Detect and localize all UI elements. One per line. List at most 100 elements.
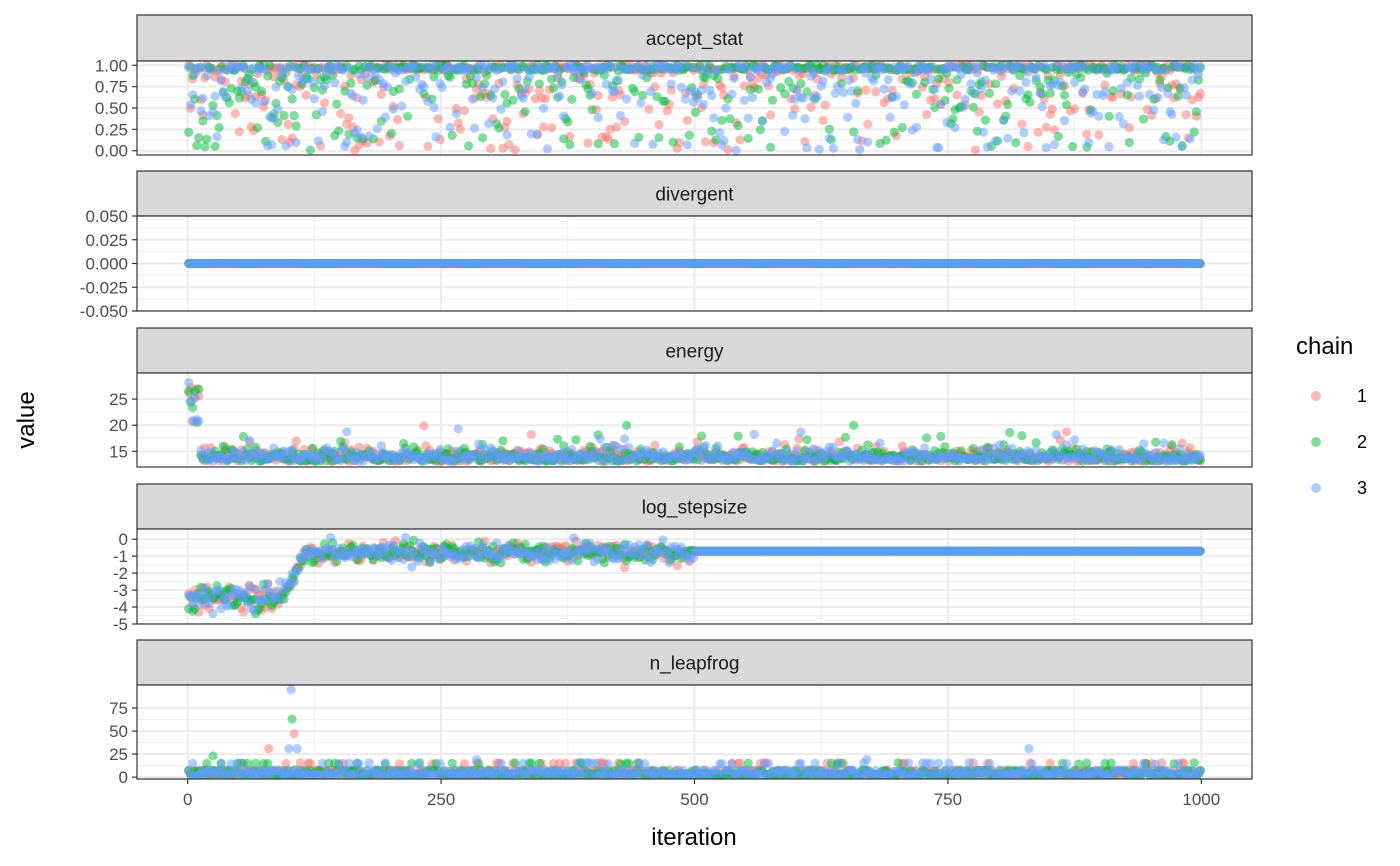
- data-point: [984, 88, 995, 98]
- data-point: [930, 84, 940, 94]
- data-point: [419, 421, 429, 431]
- data-point: [299, 75, 309, 85]
- data-point: [208, 107, 218, 117]
- data-point: [978, 127, 989, 137]
- data-point: [242, 86, 253, 96]
- data-point: [883, 75, 893, 85]
- data-point: [202, 70, 212, 81]
- data-point: [392, 114, 403, 125]
- data-point: [697, 85, 707, 95]
- data-point: [772, 438, 782, 448]
- data-point: [271, 82, 281, 92]
- data-point: [1124, 137, 1134, 148]
- data-point: [733, 120, 743, 131]
- data-point: [928, 62, 938, 72]
- data-point: [638, 90, 648, 100]
- data-point: [305, 145, 315, 155]
- y-tick-label: 20: [109, 416, 128, 435]
- data-point: [812, 92, 822, 102]
- data-point: [1055, 77, 1065, 87]
- data-point: [650, 440, 660, 450]
- facet-panels: accept_stat0.000.250.500.751.00divergent…: [80, 14, 1253, 787]
- data-point: [1084, 138, 1094, 148]
- data-point: [899, 100, 909, 110]
- data-point: [622, 420, 632, 430]
- data-point: [1017, 119, 1027, 129]
- data-point: [1061, 440, 1072, 450]
- data-point: [567, 444, 577, 454]
- data-point: [717, 83, 727, 93]
- data-point: [648, 139, 658, 149]
- strip-background: [136, 327, 1253, 374]
- data-point: [615, 110, 626, 121]
- data-point: [289, 111, 299, 121]
- data-point: [1116, 83, 1126, 93]
- data-point: [469, 123, 480, 133]
- data-point: [1173, 91, 1183, 101]
- data-point: [810, 67, 820, 77]
- strip-label: divergent: [655, 185, 734, 206]
- data-point: [749, 429, 759, 439]
- data-point: [220, 92, 230, 102]
- data-point: [431, 132, 441, 142]
- data-point: [818, 115, 828, 125]
- data-point: [210, 91, 220, 101]
- strip-background: [136, 483, 1253, 530]
- data-point: [926, 74, 936, 84]
- data-point: [459, 106, 469, 116]
- y-tick-label: 25: [109, 390, 128, 409]
- data-point: [1114, 112, 1124, 122]
- data-point: [478, 133, 488, 143]
- data-point: [261, 65, 271, 75]
- data-point: [259, 97, 269, 107]
- data-point: [1017, 431, 1027, 441]
- data-point: [526, 429, 536, 439]
- data-point: [1023, 142, 1033, 152]
- data-point: [644, 104, 654, 114]
- data-point: [1149, 105, 1159, 115]
- data-point: [942, 118, 952, 128]
- data-point: [234, 127, 244, 137]
- data-point: [680, 94, 691, 104]
- data-point: [798, 93, 808, 103]
- data-point: [202, 134, 212, 144]
- data-point: [498, 77, 508, 87]
- data-point: [309, 94, 319, 104]
- data-point: [1108, 92, 1118, 102]
- data-point: [845, 75, 855, 85]
- data-point: [342, 137, 352, 147]
- data-point: [1035, 82, 1045, 92]
- data-point: [1151, 437, 1161, 447]
- data-point: [419, 82, 429, 92]
- data-point: [1011, 138, 1021, 148]
- data-point: [1161, 65, 1171, 75]
- data-point: [922, 109, 932, 119]
- data-point: [1104, 111, 1114, 121]
- data-point: [336, 109, 346, 119]
- data-point: [1195, 61, 1205, 71]
- data-point: [488, 93, 498, 103]
- data-point: [593, 112, 603, 123]
- data-point: [757, 116, 768, 126]
- data-point: [1122, 90, 1132, 100]
- data-point: [713, 441, 723, 451]
- data-point: [1134, 91, 1145, 101]
- data-point: [682, 140, 693, 150]
- data-point: [433, 114, 443, 124]
- y-tick-label: 15: [109, 442, 128, 461]
- data-point: [936, 99, 946, 109]
- data-point: [690, 107, 701, 117]
- data-point: [707, 91, 717, 101]
- strip-background: [136, 14, 1253, 62]
- data-point: [802, 435, 812, 445]
- data-point: [715, 128, 725, 138]
- data-point: [478, 83, 488, 93]
- data-point: [411, 72, 421, 82]
- data-point: [849, 61, 859, 71]
- data-point: [871, 87, 881, 97]
- data-point: [1061, 100, 1072, 110]
- data-point: [958, 102, 968, 112]
- data-point: [1167, 109, 1177, 119]
- data-point: [307, 77, 317, 87]
